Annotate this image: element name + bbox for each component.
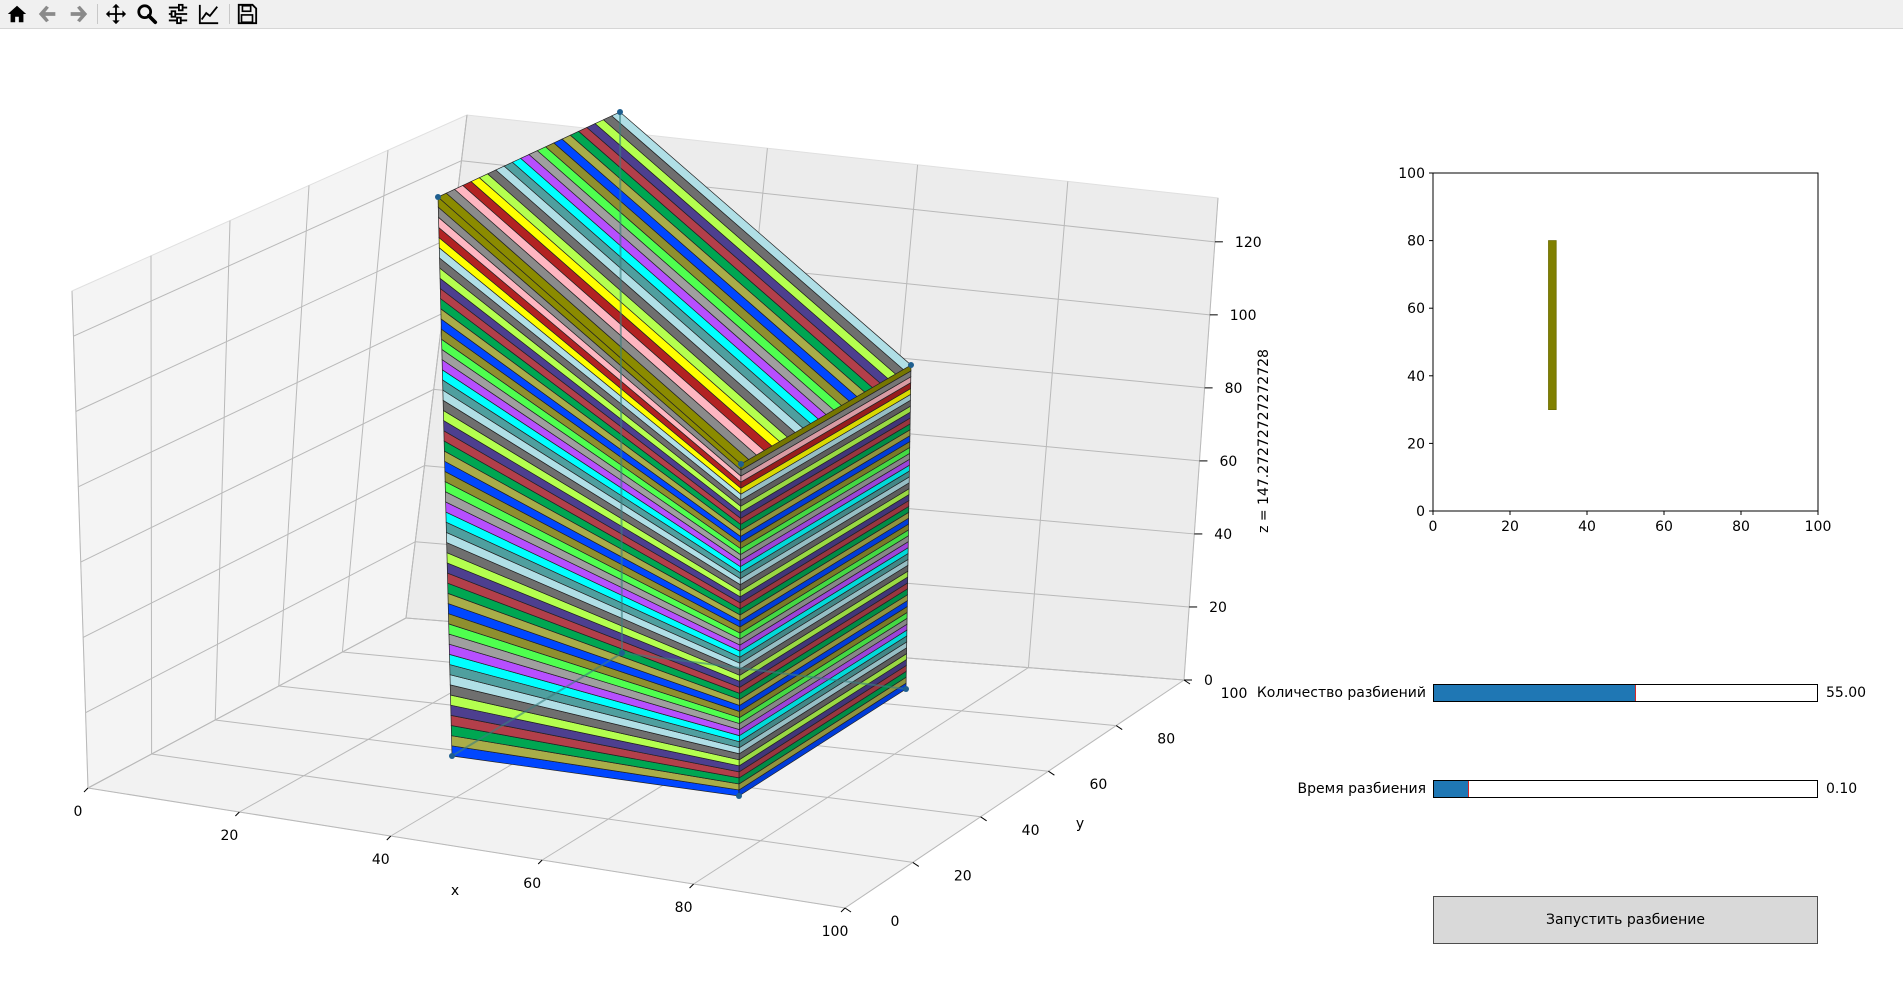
slider-time-handle[interactable] (1468, 781, 1470, 797)
slider-time-fill (1434, 781, 1469, 797)
x-tick-label: 60 (1655, 519, 1673, 535)
svg-text:0: 0 (74, 804, 83, 820)
partition-box (435, 109, 914, 799)
forward-icon (70, 5, 88, 23)
y-tick-label: 20 (1407, 436, 1425, 452)
slider-partitions-track[interactable] (1433, 684, 1818, 702)
2d-axes-ticks: 0 20 40 60 80 100 0 20 40 60 80 100 (1398, 166, 1831, 535)
navigation-toolbar (0, 0, 1903, 29)
y-tick-label: 60 (1407, 301, 1425, 317)
projection-rect (1548, 240, 1557, 411)
svg-text:60: 60 (523, 876, 541, 892)
svg-text:0: 0 (891, 914, 900, 930)
svg-text:0: 0 (1204, 673, 1213, 689)
y-tick-label: 0 (1416, 504, 1425, 520)
slider-time-label: Время разбиения (1297, 781, 1426, 797)
svg-text:20: 20 (220, 828, 238, 844)
back-button[interactable] (35, 1, 61, 27)
2d-axes-frame (1432, 172, 1819, 512)
svg-text:20: 20 (1209, 600, 1227, 616)
save-button[interactable] (234, 1, 260, 27)
slider-time-track[interactable] (1433, 780, 1818, 798)
slider-time-value: 0.10 (1826, 781, 1858, 797)
svg-text:80: 80 (675, 900, 693, 916)
svg-text:80: 80 (1157, 732, 1175, 748)
svg-text:40: 40 (1214, 527, 1232, 543)
z-axis-label: z = 147.27272727272728 (1256, 349, 1272, 533)
pan-icon (105, 3, 127, 25)
y-axis-label: y (1076, 816, 1084, 832)
configure-subplots-icon (168, 3, 188, 25)
edit-axis-icon (198, 4, 219, 25)
x-tick-label: 80 (1732, 519, 1750, 535)
slider-partitions-label: Количество разбиений (1256, 685, 1426, 701)
x-tick-label: 20 (1501, 519, 1519, 535)
svg-text:20: 20 (954, 868, 972, 884)
slider-partitions-fill (1434, 685, 1636, 701)
run-partition-button[interactable]: Запустить разбиение (1433, 896, 1818, 944)
forward-button[interactable] (65, 1, 91, 27)
svg-text:80: 80 (1225, 381, 1243, 397)
svg-text:100: 100 (822, 924, 849, 940)
zoom-button[interactable] (134, 1, 160, 27)
pan-button[interactable] (103, 1, 129, 27)
x-tick-label: 0 (1429, 519, 1438, 535)
zoom-icon (137, 4, 158, 25)
slider-partitions-handle[interactable] (1635, 685, 1637, 701)
y-tick-label: 80 (1407, 234, 1425, 250)
configure-subplots-button[interactable] (165, 1, 191, 27)
svg-text:60: 60 (1219, 454, 1237, 470)
save-icon (237, 3, 258, 25)
svg-text:40: 40 (1022, 823, 1040, 839)
y-tick-label: 40 (1407, 369, 1425, 385)
svg-text:60: 60 (1089, 777, 1107, 793)
back-icon (38, 5, 56, 23)
home-button[interactable] (4, 1, 30, 27)
svg-text:120: 120 (1235, 235, 1262, 251)
x-axis-label: x (451, 883, 459, 899)
home-icon (7, 5, 27, 23)
svg-text:40: 40 (372, 852, 390, 868)
axes-ticks: 0 20 40 60 80 100 0 20 40 60 80 100 0 20 40 60 80 100 120 (74, 235, 1262, 940)
x-tick-label: 40 (1578, 519, 1596, 535)
toolbar-separator (97, 4, 98, 24)
y-tick-label: 100 (1398, 166, 1425, 182)
x-tick-label: 100 (1805, 519, 1832, 535)
toolbar-separator (229, 4, 230, 24)
slider-partitions-value: 55.00 (1826, 685, 1867, 701)
svg-text:100: 100 (1230, 308, 1257, 324)
edit-axis-button[interactable] (196, 1, 222, 27)
2d-projection-rects (1548, 240, 1557, 411)
3d-partition-plot[interactable]: 020406080100020406080100020406080100120 … (0, 29, 1300, 987)
svg-text:100: 100 (1221, 686, 1248, 702)
